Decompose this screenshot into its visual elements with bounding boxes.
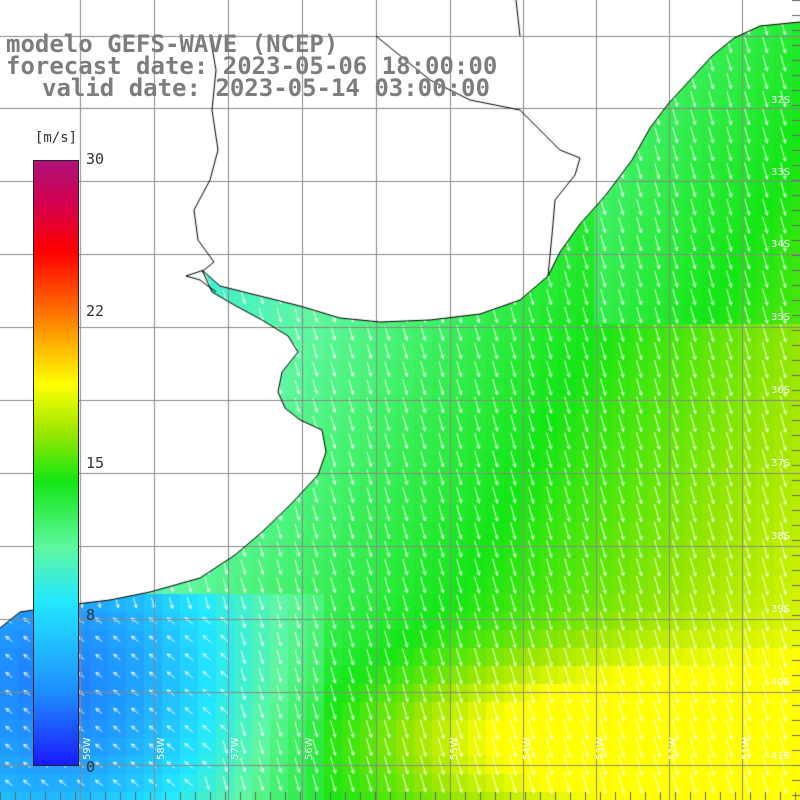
lat-label-34s: 34S — [771, 239, 791, 250]
colorbar — [33, 160, 79, 766]
lat-label-32s: 32S — [771, 95, 791, 106]
lat-label-37s: 37S — [771, 458, 791, 469]
lat-label-39s: 39S — [771, 604, 791, 615]
lat-label-41s: 41S — [771, 751, 791, 762]
lon-label-59w: 59W — [82, 737, 93, 760]
lon-label-53w: 53W — [595, 737, 606, 760]
lat-label-38s: 38S — [771, 531, 791, 542]
colorbar-tick-30: 30 — [86, 150, 105, 168]
lon-label-51w: 51W — [741, 737, 752, 760]
lon-label-54w: 54W — [522, 737, 533, 760]
title-model: modelo GEFS-WAVE (NCEP) — [6, 30, 339, 58]
colorbar-unit: [m/s] — [34, 130, 78, 146]
lon-label-57w: 57W — [230, 737, 241, 760]
lat-label-33s: 33S — [771, 167, 791, 178]
lat-label-36s: 36S — [771, 385, 791, 396]
colorbar-tick-15: 15 — [86, 454, 105, 472]
lon-label-52w: 52W — [668, 737, 679, 760]
title-forecast-date: forecast date: 2023-05-06 18:00:00 — [6, 52, 498, 80]
colorbar-tick-0: 0 — [86, 758, 96, 776]
colorbar-tick-8: 8 — [86, 606, 96, 624]
lon-label-55w: 55W — [449, 737, 460, 760]
lon-label-58w: 58W — [156, 737, 167, 760]
colorbar-tick-22: 22 — [86, 302, 105, 320]
lat-label-40s: 40S — [771, 677, 791, 688]
lon-label-56w: 56W — [304, 737, 315, 760]
lat-label-35s: 35S — [771, 312, 791, 323]
title-valid-date: valid date: 2023-05-14 03:00:00 — [42, 74, 490, 102]
